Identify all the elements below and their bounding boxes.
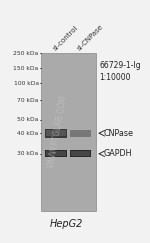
Text: WWW.PTGLAB.COM: WWW.PTGLAB.COM <box>47 94 69 168</box>
Bar <box>45 150 67 157</box>
Text: CNPase: CNPase <box>104 129 134 138</box>
Text: HepG2: HepG2 <box>49 219 83 229</box>
Text: 100 kDa: 100 kDa <box>14 81 39 86</box>
Bar <box>70 130 91 137</box>
Text: 66729-1-Ig
1:10000: 66729-1-Ig 1:10000 <box>99 61 141 82</box>
Bar <box>46 151 66 156</box>
Text: 30 kDa: 30 kDa <box>17 151 39 156</box>
Bar <box>45 129 67 138</box>
Text: GAPDH: GAPDH <box>104 149 132 158</box>
Text: 70 kDa: 70 kDa <box>17 97 39 103</box>
Text: 40 kDa: 40 kDa <box>17 131 39 136</box>
Text: si-CNPase: si-CNPase <box>76 23 105 52</box>
Text: 250 kDa: 250 kDa <box>13 51 39 56</box>
Bar <box>46 130 66 136</box>
Text: 150 kDa: 150 kDa <box>13 66 39 71</box>
Text: 50 kDa: 50 kDa <box>17 117 39 122</box>
Bar <box>40 53 96 211</box>
Text: si-control: si-control <box>52 24 79 52</box>
Bar <box>71 151 90 156</box>
Bar <box>70 150 91 157</box>
